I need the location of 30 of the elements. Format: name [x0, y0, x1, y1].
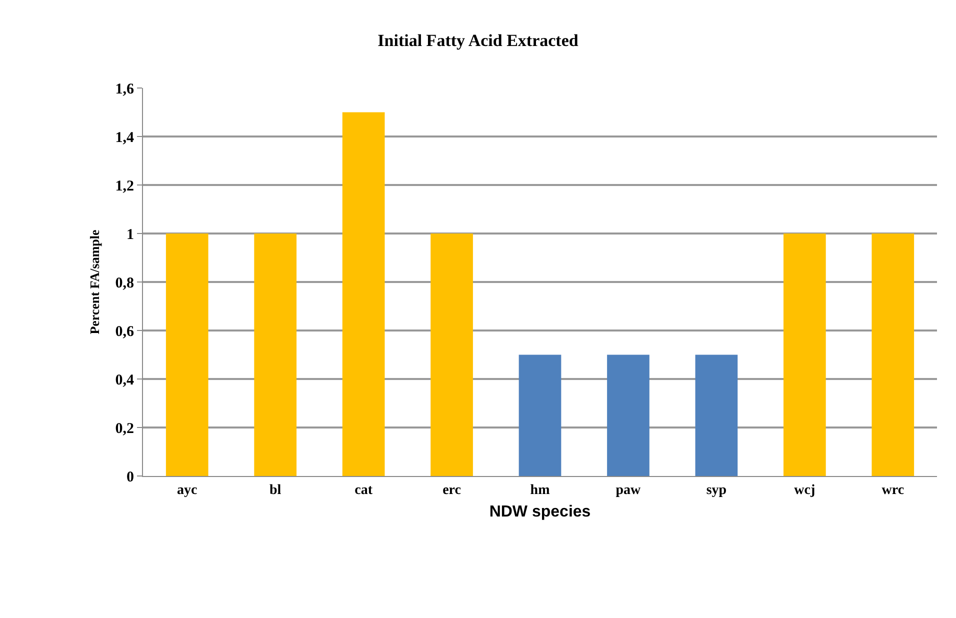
y-tick-label: 0 [126, 469, 134, 486]
x-tick-label: bl [269, 482, 282, 498]
bar [342, 112, 385, 476]
x-tick-label: cat [354, 482, 373, 498]
bar [695, 354, 738, 476]
x-tick-label: hm [530, 482, 550, 498]
bar [166, 234, 208, 476]
bar [872, 234, 914, 476]
bar [430, 234, 473, 476]
y-tick-label: 0,2 [115, 420, 134, 437]
y-tick-label: 1,2 [115, 178, 134, 194]
y-tick-label: 1 [126, 226, 134, 243]
x-tick-label: erc [442, 482, 461, 498]
y-tick-label: 1,6 [115, 81, 134, 98]
y-tick-label: 1,4 [115, 130, 134, 146]
y-tick-label: 0,6 [115, 324, 134, 340]
bar [607, 354, 650, 476]
x-tick-label: syp [706, 482, 727, 498]
bar [518, 354, 562, 476]
bar [783, 234, 826, 476]
bar [254, 234, 297, 476]
y-tick-label: 0,8 [115, 275, 134, 292]
x-tick-label: ayc [177, 482, 198, 498]
x-tick-label: wrc [882, 482, 904, 498]
x-axis-title: NDW species [489, 504, 591, 520]
x-tick-label: paw [616, 482, 642, 498]
y-axis-title: Percent FA/sample [87, 229, 102, 334]
chart-title: Initial Fatty Acid Extracted [378, 30, 579, 50]
y-tick-label: 0,4 [115, 372, 134, 388]
x-tick-label: wcj [794, 482, 816, 498]
